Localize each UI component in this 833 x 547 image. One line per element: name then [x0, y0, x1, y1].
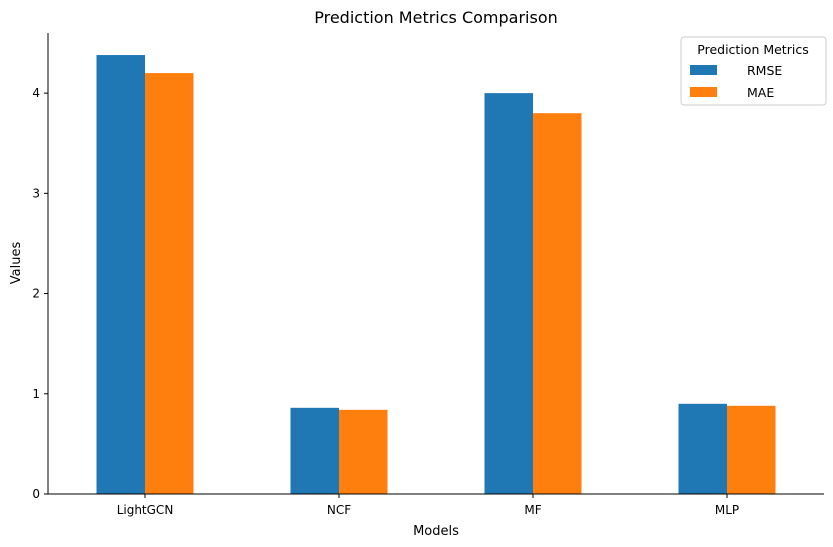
y-tick-label: 3 [32, 186, 40, 200]
y-tick-label: 1 [32, 387, 40, 401]
legend-title: Prediction Metrics [697, 42, 808, 57]
legend-frame [680, 36, 827, 106]
bar-rmse-lightgcn [96, 55, 145, 495]
bar-mae-mlp [727, 405, 776, 494]
legend-label-rmse: RMSE [747, 63, 782, 78]
legend-swatch-rmse [690, 65, 717, 75]
bar-rmse-mf [484, 93, 533, 494]
bar-mae-lightgcn [145, 73, 194, 494]
y-axis-label: Values [9, 242, 24, 285]
y-tick-label: 2 [32, 287, 40, 301]
axes-layer: 0 1 2 3 4 LightGCN NCF MF MLP [32, 33, 824, 517]
x-tick-label: MLP [715, 503, 739, 517]
x-tick-label: NCF [327, 503, 351, 517]
legend-label-mae: MAE [747, 85, 774, 100]
y-tick-label: 4 [32, 86, 40, 100]
bar-rmse-mlp [678, 403, 727, 494]
legend-swatch-mae [690, 87, 717, 97]
chart-title: Prediction Metrics Comparison [314, 8, 558, 27]
x-tick-label: MF [524, 503, 541, 517]
bar-mae-ncf [339, 409, 388, 494]
bar-rmse-ncf [290, 407, 339, 494]
bar-mae-mf [533, 113, 582, 494]
x-axis-label: Models [413, 524, 459, 539]
legend: Prediction Metrics RMSE MAE [680, 36, 827, 106]
y-tick-label: 0 [32, 487, 40, 501]
bars-layer [96, 55, 776, 495]
x-tick-label: LightGCN [117, 503, 174, 517]
